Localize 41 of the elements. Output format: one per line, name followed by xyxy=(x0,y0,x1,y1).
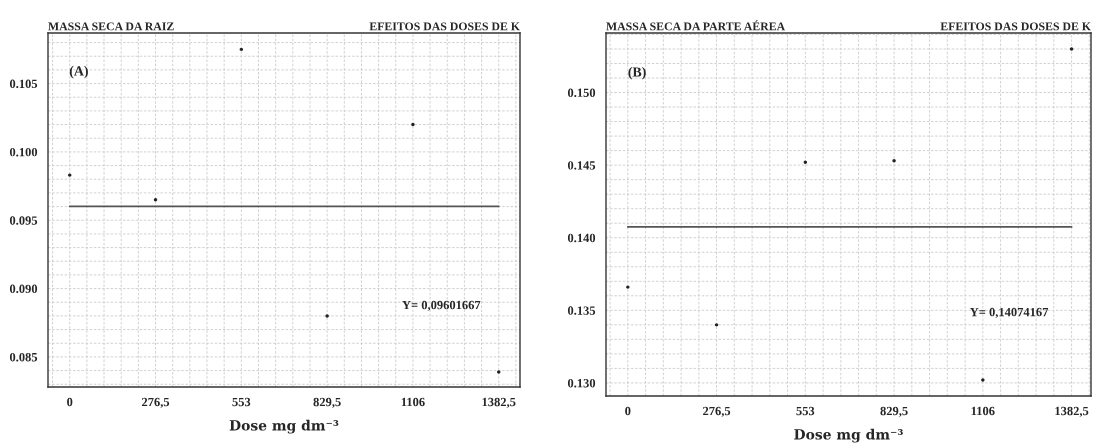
x-tick-label: 829,5 xyxy=(313,397,341,409)
annotation: (B) xyxy=(628,66,646,80)
y-tick-label: 0.140 xyxy=(567,233,596,243)
y-tick-label: 0.135 xyxy=(567,306,596,315)
x-tick-label: 829,5 xyxy=(880,406,908,418)
y-tick-label: 0.085 xyxy=(9,352,38,362)
x-tick-label: 1106 xyxy=(971,406,995,416)
point xyxy=(497,370,501,374)
point xyxy=(981,378,985,382)
point xyxy=(239,47,244,52)
chart-subtitle: EFEITOS DAS DOSES DE K xyxy=(369,22,520,31)
y-tick-label: 0.150 xyxy=(567,88,596,98)
annotation: Y= 0,09601667 xyxy=(402,300,481,312)
x-axis-title: Dose mg dm⁻³ xyxy=(794,428,903,443)
x-tick-label: 1382,5 xyxy=(482,397,516,409)
point xyxy=(68,173,72,177)
x-tick-label: 0 xyxy=(67,397,73,407)
point xyxy=(714,323,719,327)
point xyxy=(325,314,329,318)
point xyxy=(892,159,896,163)
x-tick-label: 553 xyxy=(796,406,815,416)
annotation: (A) xyxy=(69,65,88,79)
y-tick-label: 0.100 xyxy=(9,147,38,157)
point xyxy=(626,285,630,289)
x-tick-label: 276,5 xyxy=(703,406,731,418)
y-tick-label: 0.095 xyxy=(9,216,38,225)
x-tick-label: 1106 xyxy=(401,397,425,407)
x-tick-label: 0 xyxy=(625,406,631,416)
y-tick-label: 0.130 xyxy=(567,378,596,388)
annotation: Y= 0,14074167 xyxy=(969,307,1049,319)
chart-title: MASSA SECA DA PARTE AÉREA xyxy=(606,20,786,31)
x-axis-title: Dose mg dm⁻³ xyxy=(229,419,339,434)
y-tick-label: 0.105 xyxy=(9,79,38,89)
x-tick-label: 1382,5 xyxy=(1055,406,1089,418)
y-tick-label: 0.145 xyxy=(567,161,596,170)
chart-title: MASSA SECA DA RAIZ xyxy=(48,22,174,31)
x-tick-label: 276,5 xyxy=(141,397,170,409)
y-tick-label: 0.090 xyxy=(9,284,38,294)
chart-subtitle: EFEITOS DAS DOSES DE K xyxy=(940,22,1091,31)
point xyxy=(153,198,158,202)
x-tick-label: 553 xyxy=(232,397,251,407)
